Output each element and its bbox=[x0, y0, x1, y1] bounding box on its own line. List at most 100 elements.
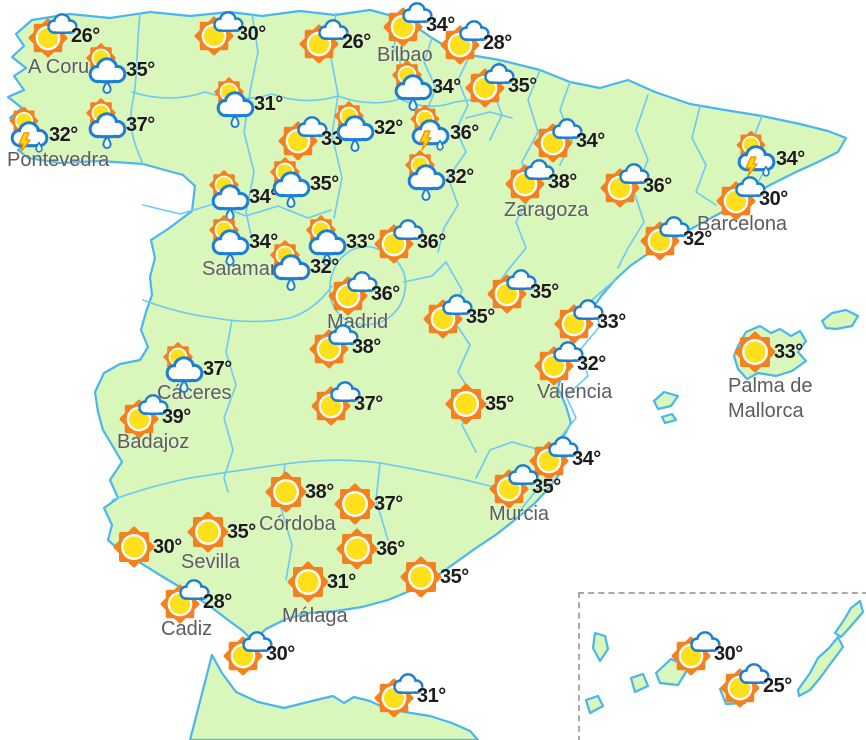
weather-point[interactable]: 36° bbox=[324, 266, 400, 322]
weather-point[interactable]: 38° bbox=[501, 154, 577, 210]
weather-point[interactable]: 35° bbox=[438, 376, 514, 432]
weather-point[interactable]: 35° bbox=[180, 504, 256, 560]
weather-point[interactable]: 30° bbox=[106, 519, 182, 575]
sun-rain-shower-icon bbox=[163, 342, 204, 393]
temperature-label: 34° bbox=[249, 230, 278, 253]
partly-cloudy-icon bbox=[194, 11, 244, 56]
weather-point[interactable]: 33° bbox=[727, 324, 803, 380]
weather-point[interactable]: 26° bbox=[295, 14, 371, 70]
weather-point[interactable]: 31° bbox=[370, 668, 446, 724]
weather-point[interactable]: 38° bbox=[305, 319, 381, 375]
weather-point[interactable]: 35° bbox=[263, 156, 339, 212]
temperature-label: 34° bbox=[576, 129, 605, 152]
weather-point[interactable]: 30° bbox=[190, 6, 266, 62]
weather-point[interactable]: 36° bbox=[403, 105, 479, 161]
weather-point[interactable]: 37° bbox=[327, 476, 403, 532]
weather-point[interactable]: 26° bbox=[24, 8, 100, 64]
weather-point[interactable]: 34° bbox=[529, 113, 605, 169]
city-label: Murcia bbox=[489, 503, 550, 525]
weather-point[interactable]: 32° bbox=[327, 100, 403, 156]
weather-point[interactable]: 37° bbox=[156, 341, 232, 397]
partly-cloudy-icon bbox=[533, 118, 583, 163]
weather-point[interactable]: 31° bbox=[207, 76, 283, 132]
la-gomera-island bbox=[629, 672, 650, 694]
weather-point[interactable]: 32° bbox=[2, 107, 78, 163]
weather-point[interactable]: 34° bbox=[525, 431, 601, 487]
north-africa-shape bbox=[188, 653, 480, 740]
weather-point[interactable]: 35° bbox=[461, 58, 537, 114]
sun-rain-shower-icon bbox=[214, 77, 255, 128]
weather-point[interactable]: 33° bbox=[550, 294, 626, 350]
sun-rain-shower-icon bbox=[209, 215, 250, 266]
weather-point[interactable]: 35° bbox=[393, 549, 469, 605]
temperature-label: 32° bbox=[445, 165, 474, 188]
weather-point[interactable]: 32° bbox=[530, 336, 606, 392]
temperature-label: 34° bbox=[249, 185, 278, 208]
sunny-icon bbox=[334, 483, 376, 525]
city-label: Cádiz bbox=[161, 618, 213, 640]
weather-point[interactable]: 28° bbox=[156, 574, 232, 630]
partly-cloudy-icon bbox=[374, 219, 424, 264]
weather-point[interactable]: 36° bbox=[370, 214, 446, 270]
temperature-label: 26° bbox=[71, 24, 100, 47]
sun-rain-shower-icon bbox=[270, 157, 311, 208]
sun-rain-shower-icon bbox=[334, 101, 375, 152]
region-borders bbox=[111, 12, 767, 581]
temperature-label: 39° bbox=[162, 405, 191, 428]
weather-point[interactable]: 34° bbox=[202, 214, 278, 270]
sun-rain-shower-icon bbox=[209, 170, 250, 221]
weather-point[interactable]: 35° bbox=[483, 264, 559, 320]
partly-cloudy-icon bbox=[720, 663, 770, 708]
sun-thunderstorm-icon bbox=[736, 131, 776, 177]
weather-point[interactable]: 39° bbox=[115, 389, 191, 445]
weather-point[interactable]: 32° bbox=[636, 211, 712, 267]
weather-point[interactable]: 36° bbox=[329, 521, 405, 577]
partly-cloudy-icon bbox=[160, 579, 210, 624]
weather-point[interactable]: 32° bbox=[398, 149, 474, 205]
partly-cloudy-icon bbox=[465, 63, 515, 108]
weather-point[interactable]: 30° bbox=[667, 626, 743, 682]
weather-point[interactable]: 36° bbox=[596, 158, 672, 214]
lanzarote-island bbox=[833, 599, 865, 639]
weather-point[interactable]: 38° bbox=[258, 464, 334, 520]
temperature-label: 35° bbox=[532, 475, 561, 498]
weather-point[interactable]: 34° bbox=[202, 169, 278, 225]
temperature-label: 36° bbox=[376, 537, 405, 560]
menorca-island bbox=[820, 308, 860, 331]
weather-point[interactable]: 33° bbox=[299, 214, 375, 270]
temperature-label: 37° bbox=[203, 357, 232, 380]
weather-point[interactable]: 37° bbox=[79, 97, 155, 153]
weather-point[interactable]: 35° bbox=[79, 42, 155, 98]
temperature-label: 32° bbox=[577, 352, 606, 375]
temperature-label: 36° bbox=[450, 121, 479, 144]
weather-point[interactable]: 37° bbox=[307, 376, 383, 432]
el-hierro-island bbox=[584, 694, 605, 715]
weather-point[interactable]: 35° bbox=[485, 459, 561, 515]
temperature-label: 38° bbox=[352, 335, 381, 358]
temperature-label: 30° bbox=[714, 642, 743, 665]
weather-point[interactable]: 31° bbox=[280, 554, 356, 610]
weather-point[interactable]: 28° bbox=[436, 15, 512, 71]
weather-point[interactable]: 34° bbox=[379, 0, 455, 53]
weather-point[interactable]: 25° bbox=[716, 658, 792, 714]
weather-point[interactable]: 34° bbox=[385, 59, 461, 115]
temperature-label: 30° bbox=[759, 187, 788, 210]
temperature-label: 33° bbox=[597, 310, 626, 333]
temperature-label: 35° bbox=[508, 74, 537, 97]
temperature-label: 26° bbox=[342, 30, 371, 53]
weather-point[interactable]: 35° bbox=[419, 289, 495, 345]
city-label: Málaga bbox=[282, 605, 348, 627]
city-label: Badajoz bbox=[117, 431, 190, 453]
weather-point[interactable]: 32° bbox=[263, 239, 339, 295]
weather-point[interactable]: 30° bbox=[712, 171, 788, 227]
weather-point[interactable]: 33° bbox=[274, 111, 350, 167]
partly-cloudy-icon bbox=[374, 673, 424, 718]
sunny-icon bbox=[336, 528, 378, 570]
temperature-label: 32° bbox=[374, 116, 403, 139]
city-label: Córdoba bbox=[259, 513, 336, 535]
weather-point[interactable]: 34° bbox=[729, 131, 805, 187]
city-label: Sevilla bbox=[181, 551, 240, 573]
formentera-island bbox=[660, 412, 678, 425]
weather-point[interactable]: 30° bbox=[219, 626, 295, 682]
temperature-label: 35° bbox=[485, 392, 514, 415]
